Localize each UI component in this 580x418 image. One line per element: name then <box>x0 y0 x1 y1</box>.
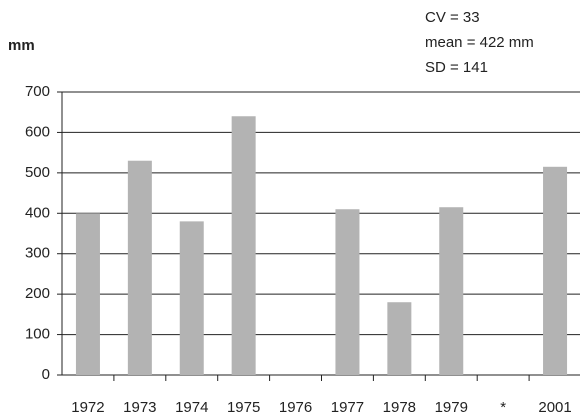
y-tick-label: 300 <box>25 245 50 262</box>
bar <box>439 207 464 375</box>
bar <box>179 221 204 375</box>
y-tick-label: 500 <box>25 164 50 181</box>
y-tick-label: 100 <box>25 326 50 343</box>
x-tick-label: 1979 <box>435 399 468 416</box>
bar <box>127 160 152 375</box>
y-tick-label: 400 <box>25 204 50 221</box>
x-tick-label: * <box>500 399 506 416</box>
x-tick-label: 1978 <box>383 399 416 416</box>
x-tick-label: 2001 <box>538 399 571 416</box>
annotation: mean = 422 mm <box>425 34 534 51</box>
y-tick-label: 200 <box>25 285 50 302</box>
y-axis-label: mm <box>8 37 35 54</box>
x-tick-label: 1976 <box>279 399 312 416</box>
x-tick-label: 1973 <box>123 399 156 416</box>
annotation: SD = 141 <box>425 59 488 76</box>
x-tick-label: 1972 <box>71 399 104 416</box>
bar <box>75 213 100 375</box>
annotation: CV = 33 <box>425 9 480 26</box>
bar <box>543 166 568 375</box>
y-tick-label: 600 <box>25 123 50 140</box>
y-tick-label: 700 <box>25 83 50 100</box>
x-tick-label: 1977 <box>331 399 364 416</box>
x-tick-label: 1975 <box>227 399 260 416</box>
y-tick-label: 0 <box>42 366 50 383</box>
x-tick-label: 1974 <box>175 399 208 416</box>
bar <box>335 209 360 375</box>
bar <box>387 302 412 375</box>
bar <box>231 116 256 375</box>
